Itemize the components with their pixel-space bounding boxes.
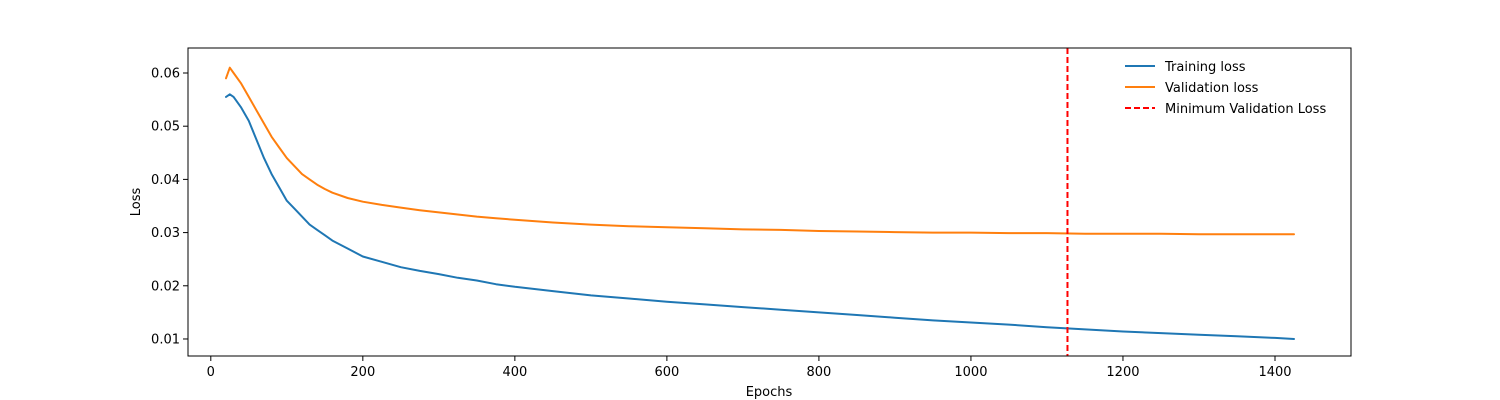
legend-label-validation: Validation loss [1165,81,1259,96]
y-axis-label: Loss [129,188,144,217]
x-axis-label: Epochs [746,385,793,400]
x-tick-label: 1000 [954,365,987,380]
legend-label-min-val-loss: Minimum Validation Loss [1165,102,1326,117]
x-tick-label: 400 [502,365,527,380]
x-tick-label: 200 [350,365,375,380]
y-tick-label: 0.06 [151,67,180,82]
y-axis-ticks: 0.01 0.02 0.03 0.04 0.05 0.06 [151,67,188,347]
plot-content [225,48,1295,356]
y-tick-label: 0.01 [151,332,180,347]
y-tick-label: 0.03 [151,226,180,241]
y-tick-label: 0.04 [151,173,180,188]
x-tick-label: 0 [207,365,215,380]
legend: Training loss Validation loss Minimum Va… [1125,60,1326,117]
x-tick-label: 600 [654,365,679,380]
x-axis-ticks: 0 200 400 600 800 1000 1200 1400 [207,356,1292,380]
y-tick-label: 0.05 [151,120,180,135]
series-line-validation [225,66,1295,236]
series-line-training [225,93,1295,340]
x-tick-label: 1400 [1258,365,1291,380]
legend-label-training: Training loss [1164,60,1246,75]
plot-frame [187,47,1352,357]
y-tick-label: 0.02 [151,279,180,294]
x-tick-label: 800 [806,365,831,380]
x-tick-label: 1200 [1106,365,1139,380]
